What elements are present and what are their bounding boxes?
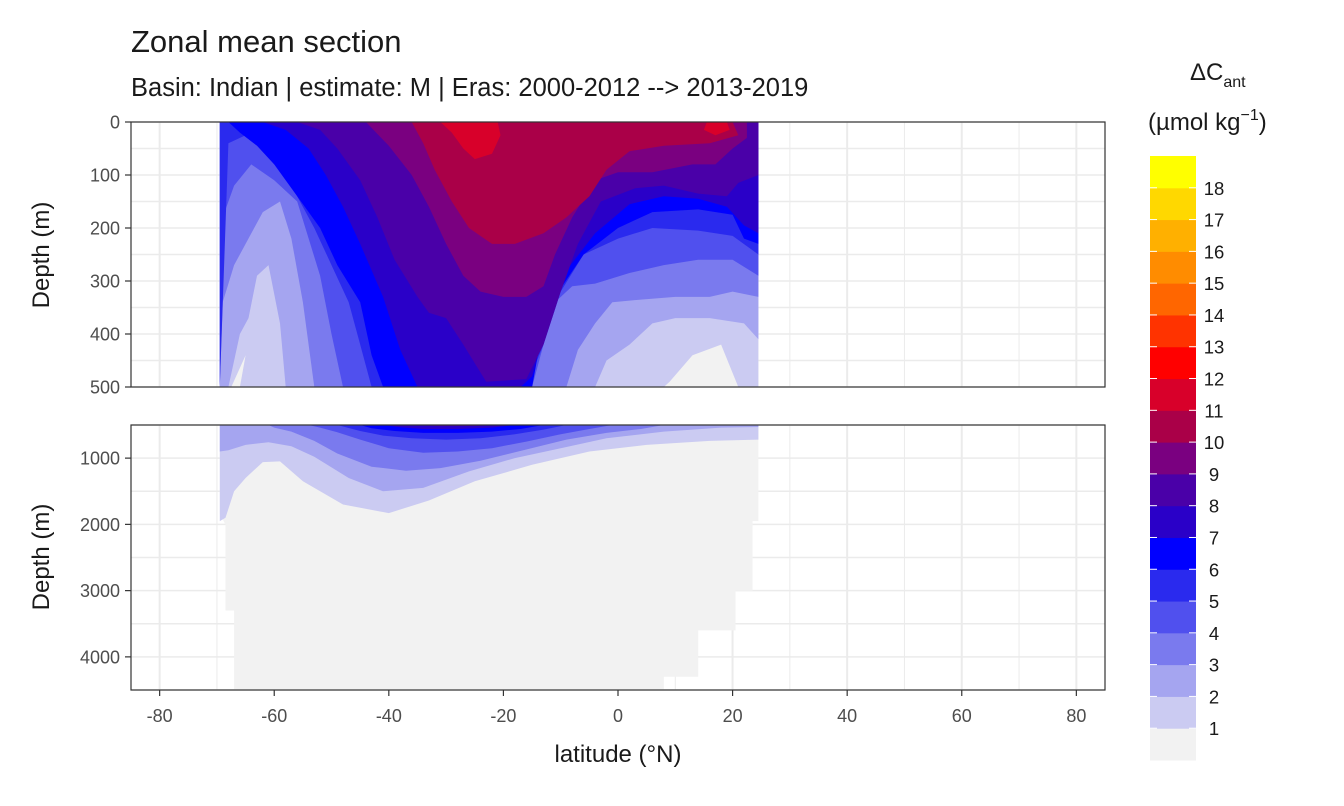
legend-title-main: ΔC	[1190, 59, 1223, 86]
legend-title-sub: ant	[1223, 74, 1246, 91]
lower-panel: 1000 2000 3000 4000	[80, 424, 1106, 691]
legend-swatch	[1150, 632, 1196, 666]
y-tick-label: 0	[110, 113, 120, 133]
upper-panel: 0 100 200 300 400 500	[90, 113, 1106, 398]
upper-contours	[219, 122, 759, 387]
legend-swatch	[1150, 410, 1196, 443]
legend-units-text: (µmol kg	[1148, 109, 1241, 136]
legend-swatch	[1150, 537, 1196, 570]
legend-label: 6	[1209, 559, 1219, 580]
y-tick-label: 1000	[80, 449, 120, 469]
legend-label: 7	[1209, 527, 1219, 548]
legend-label: 8	[1209, 496, 1219, 517]
y-tick-label: 3000	[80, 581, 120, 601]
legend-swatch	[1150, 664, 1196, 697]
y-axis-title-upper: Depth (m)	[28, 202, 55, 309]
x-axis-title: latitude (°N)	[555, 741, 682, 768]
legend-units-close: )	[1259, 109, 1267, 136]
legend-label: 13	[1204, 337, 1225, 358]
x-tick-label: -80	[147, 706, 173, 726]
legend-label: 12	[1204, 369, 1225, 390]
y-tick-label: 400	[90, 325, 120, 345]
lower-contours	[219, 425, 759, 690]
legend-label: 9	[1209, 464, 1219, 485]
legend-swatch	[1150, 314, 1196, 348]
legend-label: 10	[1204, 432, 1225, 453]
legend-label: 14	[1204, 305, 1225, 326]
legend-swatch	[1150, 696, 1196, 729]
x-tick-label: -60	[261, 706, 287, 726]
legend-label: 5	[1209, 591, 1219, 612]
y-tick-label: 500	[90, 378, 120, 398]
legend-swatch	[1150, 442, 1196, 475]
y-tick-label: 100	[90, 166, 120, 186]
chart-subtitle: Basin: Indian | estimate: M | Eras: 2000…	[131, 74, 809, 102]
legend-label: 2	[1209, 686, 1219, 707]
legend-swatch	[1150, 473, 1196, 507]
upper-panel-border	[130, 121, 1106, 388]
legend-label: 15	[1204, 273, 1225, 294]
legend: ΔCant (µmol kg−1) 1234567891011121314151…	[1148, 59, 1267, 761]
legend-title: ΔCant	[1190, 59, 1246, 91]
x-tick-label: -40	[376, 706, 402, 726]
contour-level-8	[383, 425, 515, 429]
legend-swatch	[1150, 569, 1196, 602]
legend-swatch	[1150, 505, 1196, 538]
legend-swatch	[1150, 156, 1196, 189]
y-tick-label: 2000	[80, 515, 120, 535]
legend-label: 17	[1204, 210, 1225, 231]
legend-units: (µmol kg−1)	[1148, 107, 1267, 136]
x-tick-label: 0	[613, 706, 623, 726]
legend-label: 3	[1209, 655, 1219, 676]
x-tick-label: 20	[723, 706, 743, 726]
legend-swatch	[1150, 728, 1196, 761]
contour-level-12	[440, 122, 501, 160]
contour-level-12	[703, 122, 730, 136]
x-tick-label: 60	[952, 706, 972, 726]
y-axis-title-lower: Depth (m)	[28, 504, 55, 611]
legend-label: 4	[1209, 623, 1219, 644]
legend-swatch	[1150, 283, 1196, 316]
legend-label: 11	[1204, 400, 1223, 421]
y-tick-label: 4000	[80, 647, 120, 667]
chart-title: Zonal mean section	[131, 24, 402, 59]
legend-swatch	[1150, 346, 1196, 380]
legend-swatch	[1150, 187, 1196, 221]
legend-units-exp: −1	[1241, 107, 1259, 124]
y-tick-label: 300	[90, 272, 120, 292]
legend-label: 1	[1209, 718, 1219, 739]
x-axis: -80 -60 -40 -20 0 20 40 60 80	[147, 690, 1086, 726]
legend-swatch	[1150, 251, 1196, 284]
legend-label: 16	[1204, 241, 1225, 262]
legend-label: 18	[1204, 178, 1225, 199]
x-tick-label: -20	[490, 706, 516, 726]
x-tick-label: 80	[1066, 706, 1086, 726]
contour-level-11	[411, 122, 739, 244]
legend-swatch	[1150, 378, 1196, 411]
x-tick-label: 40	[837, 706, 857, 726]
legend-swatch	[1150, 219, 1196, 252]
legend-swatch	[1150, 601, 1196, 634]
y-tick-label: 200	[90, 219, 120, 239]
